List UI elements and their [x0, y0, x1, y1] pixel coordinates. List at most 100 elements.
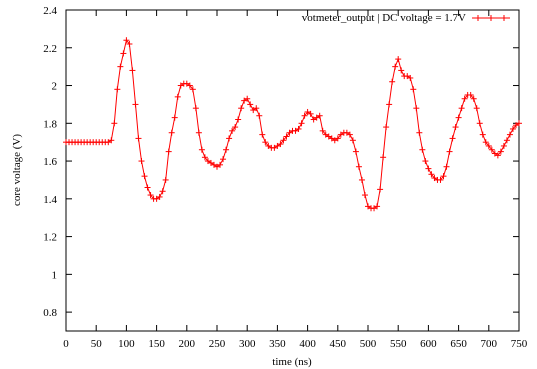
data-point — [455, 114, 462, 121]
data-point — [177, 82, 184, 89]
data-point — [241, 97, 248, 104]
data-point — [186, 82, 193, 89]
data-point — [192, 105, 199, 112]
data-point — [334, 135, 341, 142]
data-point — [223, 146, 230, 153]
y-tick-label: 1.8 — [43, 118, 57, 130]
data-point — [198, 146, 205, 153]
plot-frame — [65, 9, 520, 332]
legend-marker — [475, 15, 481, 21]
data-point — [485, 142, 492, 149]
data-point — [277, 141, 284, 148]
data-point — [262, 139, 269, 146]
data-point — [235, 116, 242, 123]
data-point — [310, 116, 317, 123]
data-point — [207, 159, 214, 166]
data-point — [159, 188, 166, 195]
data-point — [304, 108, 311, 115]
data-point — [431, 175, 438, 182]
data-point — [135, 135, 142, 142]
data-point — [331, 137, 338, 144]
x-tick-label: 550 — [390, 338, 407, 350]
data-point — [123, 37, 130, 44]
data-point — [500, 142, 507, 149]
data-point — [494, 152, 501, 159]
data-point — [437, 176, 444, 183]
data-point — [295, 125, 302, 132]
data-point — [380, 154, 387, 161]
data-point — [395, 56, 402, 63]
y-tick-label: 1.6 — [43, 156, 57, 168]
data-point — [204, 158, 211, 165]
data-point — [153, 195, 160, 202]
data-point — [458, 105, 465, 112]
legend-markers — [475, 15, 507, 21]
data-point — [129, 67, 136, 74]
data-point — [316, 112, 323, 119]
data-point — [361, 192, 368, 199]
data-point — [114, 86, 121, 93]
data-point — [283, 133, 290, 140]
legend: votmeter_output | DC voltage = 1.7V — [302, 12, 510, 24]
data-point — [488, 146, 495, 153]
x-tick-label: 200 — [179, 338, 196, 350]
data-point — [229, 127, 236, 134]
data-point — [247, 101, 254, 108]
data-point — [226, 135, 233, 142]
data-point — [479, 131, 486, 138]
data-point — [416, 129, 423, 136]
data-point — [349, 137, 356, 144]
y-axis-label: core voltage (V) — [11, 134, 23, 206]
x-tick-label: 650 — [450, 338, 467, 350]
data-point — [195, 129, 202, 136]
data-point — [392, 63, 399, 70]
data-point — [371, 205, 378, 212]
x-tick-label: 600 — [420, 338, 437, 350]
data-point — [358, 176, 365, 183]
legend-label: votmeter_output | DC voltage = 1.7V — [302, 12, 466, 24]
y-tick-label: 2 — [52, 81, 58, 93]
data-point — [461, 95, 468, 102]
y-tick-label: 2.2 — [43, 43, 57, 55]
axis-tick-labels: 0 50 100 150 200 250 300 350 400 450 500 550 600 650 7… — [43, 5, 528, 350]
data-point — [443, 163, 450, 170]
data-point — [171, 114, 178, 121]
data-point — [214, 163, 220, 170]
x-axis-label: time (ns) — [272, 356, 312, 368]
data-point — [126, 40, 133, 47]
data-point — [428, 171, 435, 178]
data-point — [425, 165, 432, 172]
data-point — [407, 74, 414, 81]
data-point — [174, 93, 181, 100]
data-point — [352, 148, 359, 155]
data-point — [473, 105, 480, 112]
data-point — [307, 110, 314, 117]
series-layer — [63, 37, 522, 212]
data-point — [440, 173, 447, 180]
data-point — [108, 137, 115, 144]
data-point — [512, 122, 519, 129]
x-tick-label: 250 — [209, 338, 226, 350]
data-point — [398, 67, 405, 74]
data-point — [250, 107, 257, 114]
y-tick-label: 0.8 — [43, 307, 57, 319]
data-point — [470, 95, 477, 102]
data-point — [386, 101, 393, 108]
legend-marker — [488, 15, 494, 21]
x-tick-label: 0 — [63, 338, 69, 350]
data-point — [274, 142, 281, 149]
data-point — [238, 105, 245, 112]
data-point — [132, 101, 139, 108]
x-tick-label: 100 — [118, 338, 135, 350]
data-point — [346, 131, 353, 138]
data-point — [301, 112, 308, 119]
data-point — [325, 133, 332, 140]
x-tick-label: 350 — [269, 338, 286, 350]
data-point — [189, 86, 196, 93]
data-point — [410, 86, 417, 93]
x-tick-label: 450 — [330, 338, 347, 350]
data-point — [232, 124, 239, 131]
data-point — [271, 144, 278, 151]
data-point — [419, 146, 426, 153]
